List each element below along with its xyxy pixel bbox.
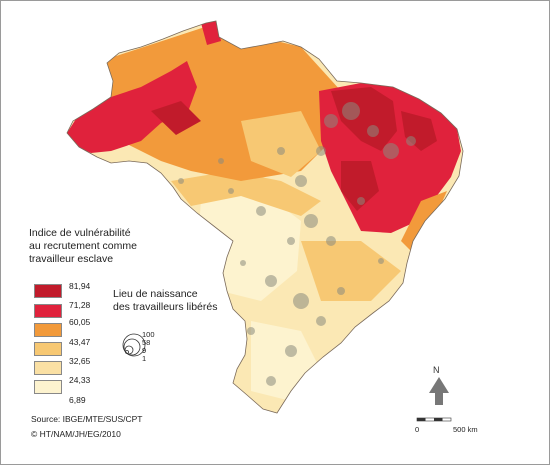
vulnerability-legend-title: Indice de vulnérabilité au recrutement c… — [29, 227, 137, 265]
birthplace-circle — [304, 214, 318, 228]
region-red-west — [67, 61, 197, 153]
birthplace-circle — [316, 316, 326, 326]
legend-break-value: 32,65 — [69, 356, 91, 366]
birthplace-circles — [178, 102, 416, 386]
north-label: N — [433, 365, 440, 375]
legend-break-value: 81,94 — [69, 281, 91, 291]
birthplace-circle — [293, 293, 309, 309]
region-darkred-interior — [341, 161, 379, 211]
birthplace-circle — [285, 345, 297, 357]
birthplace-circle — [406, 136, 416, 146]
scale-bar — [416, 417, 452, 422]
birthplace-legend-value: 58 — [142, 338, 151, 347]
birthplace-legend-value: 100 — [142, 330, 155, 339]
birthplace-legend-value: 1 — [142, 354, 147, 363]
legend-swatch-class-6 — [34, 380, 62, 394]
birthplace-circle — [247, 327, 255, 335]
birthplace-circle — [277, 147, 285, 155]
birthplace-circle — [324, 114, 338, 128]
legend-circle-100 — [122, 333, 146, 357]
birthplace-circle — [240, 260, 246, 266]
legend-swatch-class-1 — [34, 284, 62, 298]
legend-circle-58 — [123, 338, 141, 356]
region-yellow-band — [171, 171, 321, 216]
region-orange-bahia — [401, 191, 447, 251]
scale-end-label: 500 km — [453, 425, 478, 434]
birthplace-circle — [378, 258, 384, 264]
credit-text: © HT/NAM/JH/EG/2010 — [31, 429, 121, 439]
legend-swatch-class-5 — [34, 361, 62, 375]
legend-swatch-class-2 — [34, 304, 62, 318]
birthplace-circle — [287, 237, 295, 245]
circle-size-legend — [122, 333, 146, 357]
source-text: Source: IBGE/MTE/SUS/CPT — [31, 414, 143, 424]
legend-swatch-class-3 — [34, 323, 62, 337]
birthplace-circle — [383, 143, 399, 159]
legend-circle-1 — [125, 350, 129, 354]
birthplace-circle — [367, 125, 379, 137]
birthplace-circle — [337, 287, 345, 295]
region-yellow-para — [241, 111, 321, 177]
legend-break-value: 6,89 — [69, 395, 86, 405]
legend-circle-9 — [124, 345, 134, 355]
region-darkred-west — [151, 101, 201, 135]
north-arrow-icon — [429, 377, 449, 405]
legend-break-value: 71,28 — [69, 300, 91, 310]
birthplace-circle — [295, 175, 307, 187]
birthplace-legend-title: Lieu de naissance des travailleurs libér… — [113, 288, 218, 313]
birthplace-circle — [265, 275, 277, 287]
birthplace-circle — [218, 158, 224, 164]
scale-zero-label: 0 — [415, 425, 420, 434]
legend-break-value: 24,33 — [69, 375, 91, 385]
birthplace-circle — [256, 206, 266, 216]
region-red-nw-tip — [201, 21, 221, 45]
birthplace-circle — [316, 146, 326, 156]
north-arrow — [429, 377, 449, 405]
legend-swatch-class-4 — [34, 342, 62, 356]
legend-break-value: 43,47 — [69, 337, 91, 347]
region-yellow-east — [301, 241, 401, 301]
birthplace-circle — [342, 102, 360, 120]
scale-bar-segment — [434, 418, 443, 421]
scale-bar-segment — [417, 418, 426, 421]
birthplace-circle — [326, 236, 336, 246]
birthplace-circle — [357, 197, 365, 205]
birthplace-circle — [228, 188, 234, 194]
birthplace-circle — [266, 376, 276, 386]
birthplace-circle — [178, 178, 184, 184]
birthplace-legend-value: 9 — [142, 346, 147, 355]
legend-break-value: 60,05 — [69, 317, 91, 327]
